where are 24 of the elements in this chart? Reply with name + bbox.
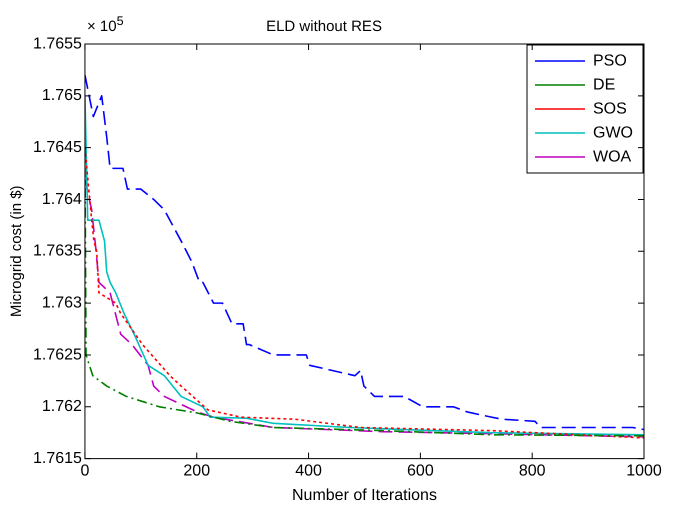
x-tick-label: 0 [80,462,90,480]
x-tick-label: 1000 [626,462,662,480]
legend-label: DE [593,76,616,94]
legend-label: WOA [593,148,632,166]
y-tick-label: 1.762 [42,398,82,416]
y-tick-label: 1.7645 [33,139,82,156]
legend-label: GWO [593,124,634,142]
text: × 10$^{5}$ [86,14,124,35]
y-tick-label: 1.7655 [33,35,82,52]
y-tick-label: 1.7635 [33,242,82,260]
legend-label: SOS [593,100,627,118]
x-tick-label: 600 [407,462,434,480]
x-axis-title: Number of Iterations [292,486,437,504]
x-tick-label: 800 [518,462,546,480]
y-tick-label: 1.7615 [33,450,82,468]
y-tick-label: 1.764 [42,190,82,208]
y-tick-label: 1.7625 [33,346,82,364]
chart-title: ELD without RES [266,18,382,36]
y-axis-title: Microgrid cost (in $) [8,185,26,318]
y-tick-label: 1.765 [42,87,82,104]
x-tick-label: 400 [295,462,322,480]
x-tick-label: 200 [183,462,210,480]
legend-label: PSO [593,52,627,70]
y-tick-label: 1.763 [42,294,82,312]
